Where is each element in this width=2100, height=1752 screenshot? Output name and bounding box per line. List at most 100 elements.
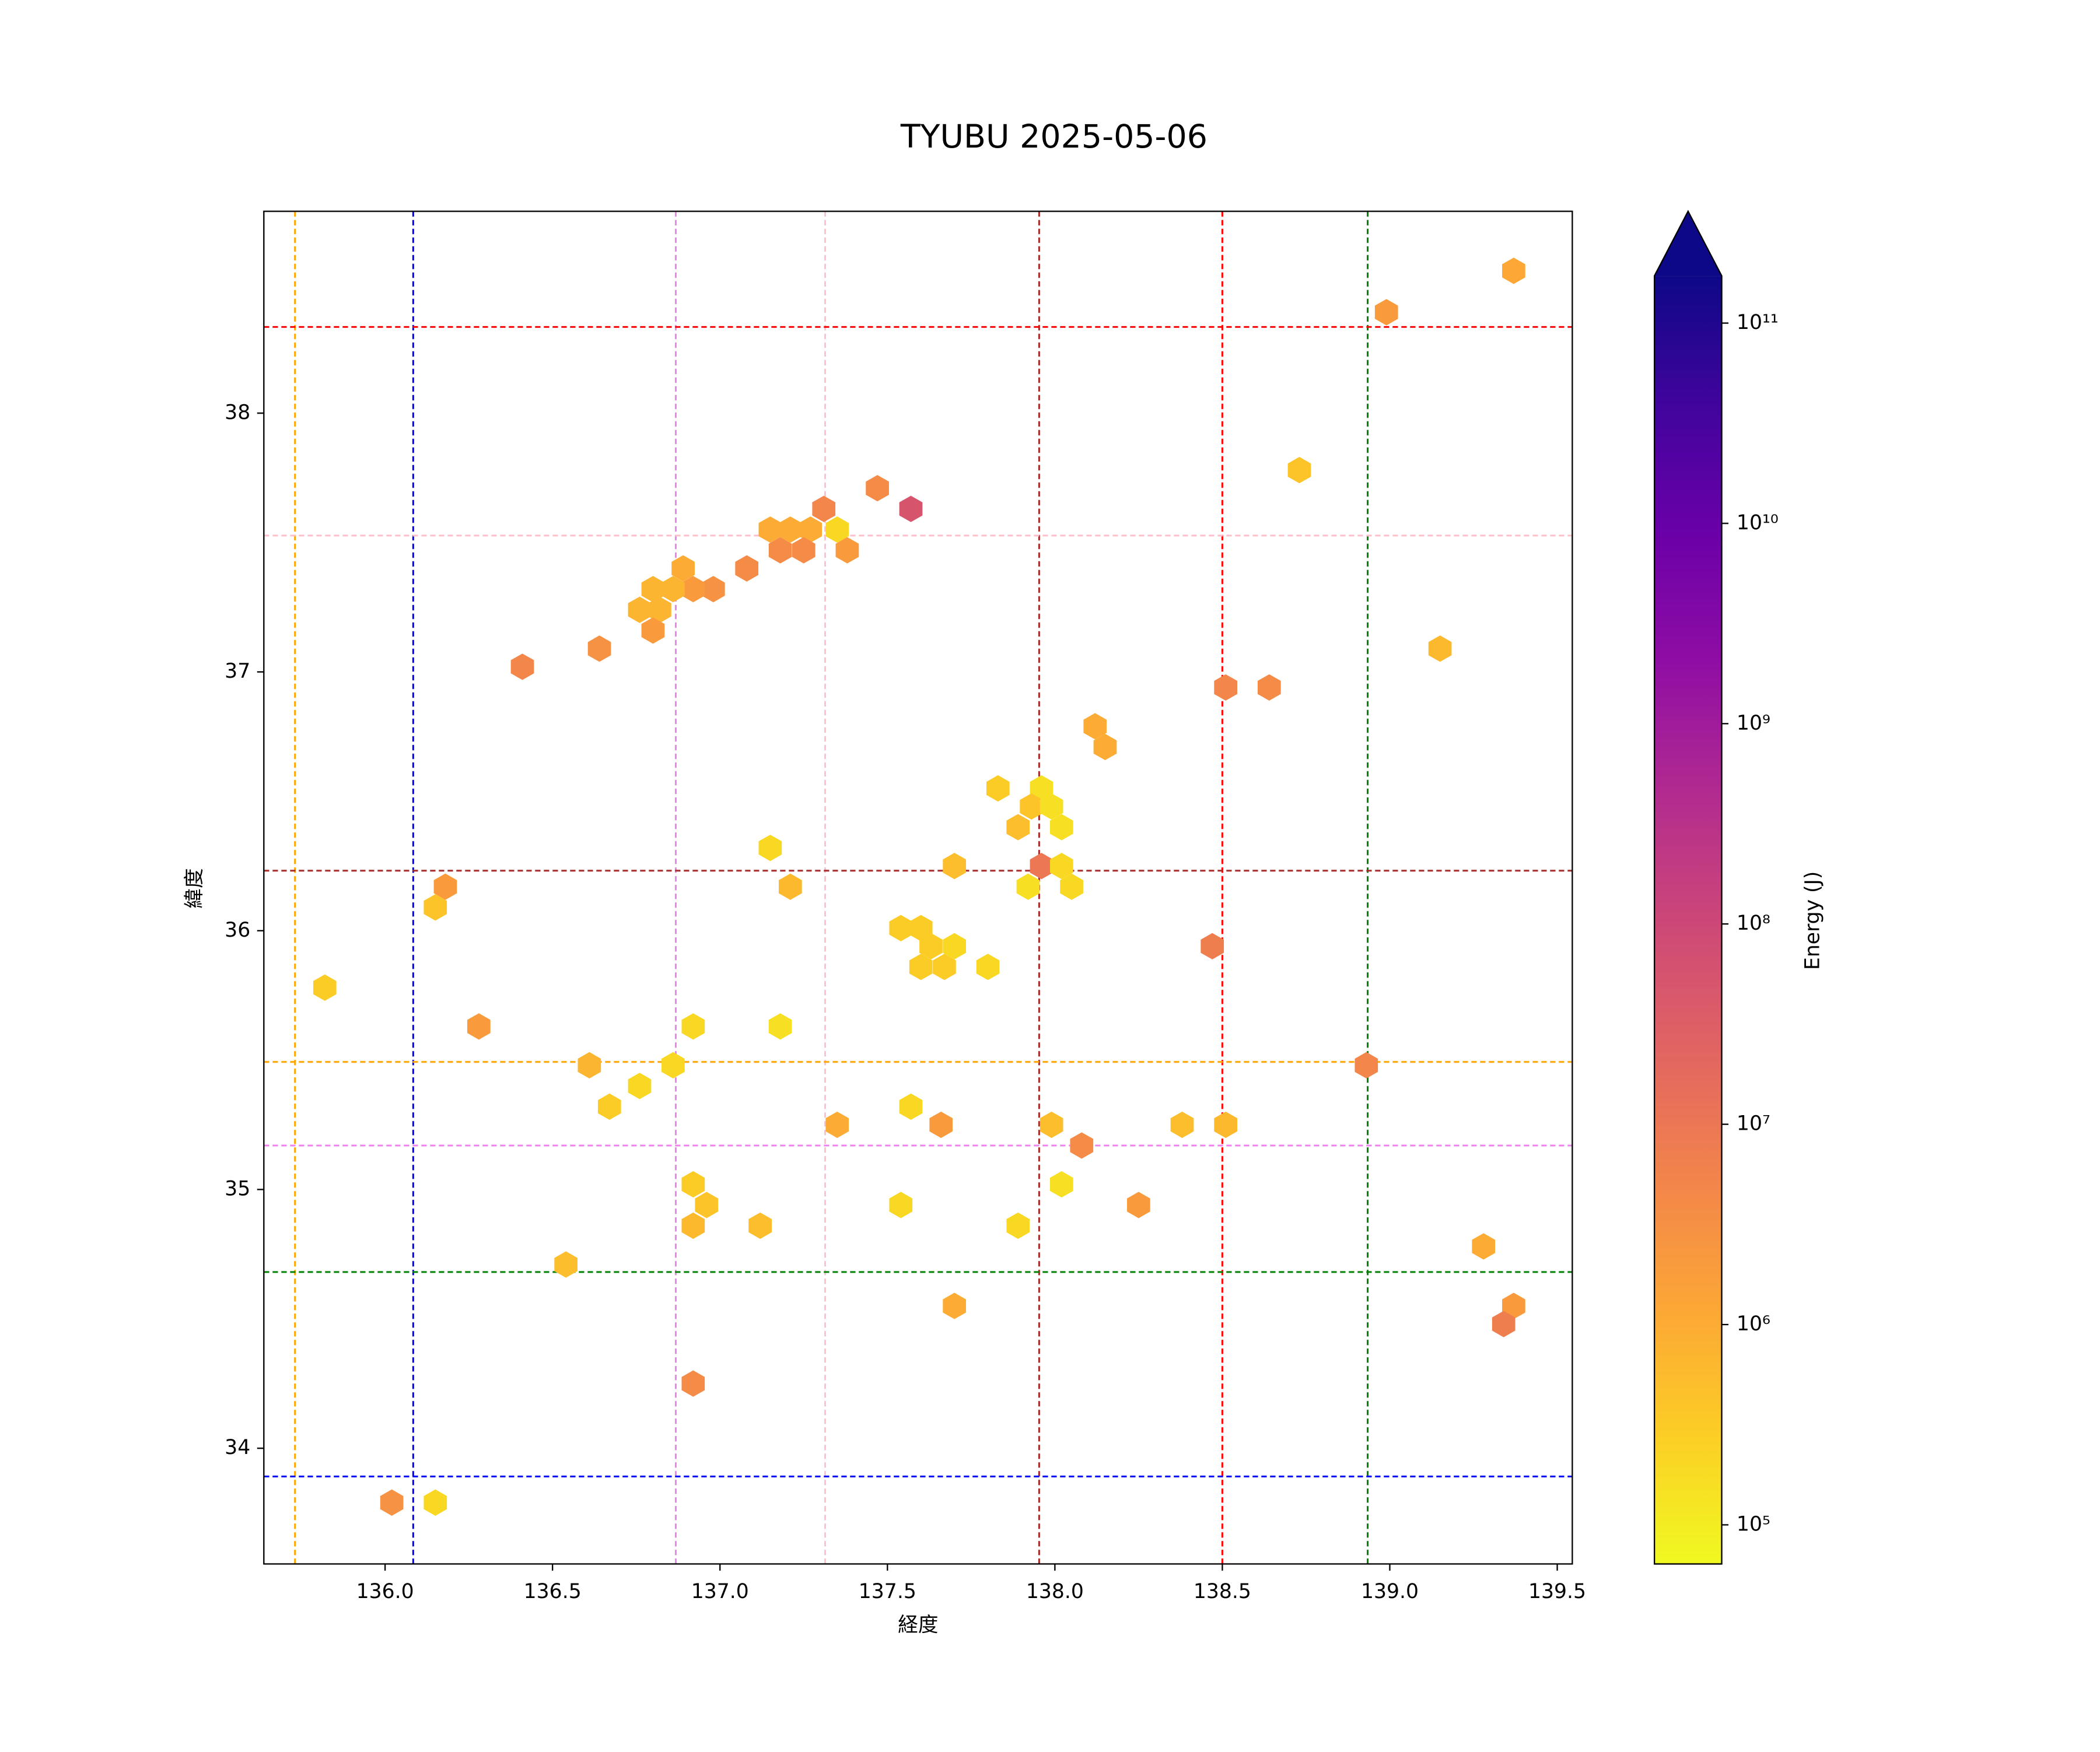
- hexbin-cell: [825, 1111, 849, 1138]
- hexbin-cell: [812, 495, 836, 523]
- colorbar: [1654, 276, 1722, 1564]
- x-tick-label: 137.0: [691, 1580, 749, 1603]
- hexbin-cell: [778, 873, 802, 900]
- hexbin-cell: [933, 954, 956, 980]
- colorbar-label: Energy (J): [1801, 871, 1824, 970]
- hexbin-cell: [554, 1251, 578, 1278]
- hexbin-cell: [748, 1213, 772, 1239]
- hexbin-cell: [641, 576, 665, 602]
- hexbin-cell: [899, 1093, 923, 1120]
- hexbin-cell: [889, 1192, 913, 1218]
- x-tick-label: 138.5: [1194, 1580, 1251, 1603]
- hexbin-cell: [1472, 1233, 1496, 1260]
- axes: 136.0 136.5 137.0 137.5 138.0 138.5 139.0 139.5…: [225, 209, 1779, 1603]
- colorbar-frame: [1653, 209, 1723, 1565]
- hexbin-cell: [701, 576, 725, 602]
- hexbin-cell: [943, 1292, 966, 1319]
- hexbin-cell: [768, 537, 792, 564]
- hexbin-cell: [1040, 793, 1063, 820]
- hexbin-cell: [835, 537, 859, 564]
- hexbin-cell: [943, 933, 966, 960]
- hexbin-cell: [976, 954, 1000, 980]
- hexbin-cell: [681, 1013, 705, 1040]
- hexbin-cell: [313, 974, 337, 1001]
- hexbin-cell: [866, 475, 889, 502]
- colorbar-extension: [1654, 211, 1722, 276]
- hexbin-cell: [929, 1111, 953, 1138]
- hexbin-cell: [1214, 1111, 1238, 1138]
- hexbin-cell: [1502, 1292, 1525, 1319]
- hexbin-cell: [433, 873, 457, 900]
- hexbin-cell: [758, 835, 782, 861]
- hexbin-cell: [799, 516, 822, 543]
- hexbin-cell: [424, 1489, 447, 1516]
- hexbin-cell: [986, 775, 1010, 802]
- x-tick-label: 136.0: [356, 1580, 414, 1603]
- colorbar-tick-label: 10⁷: [1737, 1112, 1770, 1136]
- hexbin-cell: [778, 516, 802, 543]
- hexbin-cell: [1006, 1213, 1030, 1239]
- hexbin-cell: [1214, 674, 1238, 701]
- hexbin-cell: [1428, 635, 1452, 662]
- hexbin-cell: [510, 653, 534, 680]
- hexbin-cell: [587, 635, 611, 662]
- x-axis-label: 経度: [898, 1614, 938, 1637]
- hexbin-cell: [628, 597, 652, 623]
- hexbin-cell: [768, 1013, 792, 1040]
- hexbin-cell: [1030, 853, 1054, 879]
- x-tick-label: 139.5: [1528, 1580, 1586, 1603]
- hexbin-cell: [1016, 873, 1040, 900]
- hexbin-cell: [662, 576, 685, 602]
- hexbin-cell: [1083, 713, 1107, 740]
- chart-title: TYUBU 2025-05-06: [900, 118, 1208, 156]
- hexbin-cell: [1502, 257, 1525, 284]
- x-tick-label: 138.0: [1026, 1580, 1084, 1603]
- colorbar-tick-label: 10⁵: [1737, 1513, 1770, 1536]
- hexbin-cell: [1170, 1111, 1194, 1138]
- hexbin-cell: [695, 1192, 719, 1218]
- hexbin-cell: [1020, 793, 1044, 820]
- colorbar-tick-label: 10¹¹: [1737, 311, 1779, 334]
- hexbin-cell: [1257, 674, 1281, 701]
- hexbin-cell: [1040, 1111, 1063, 1138]
- hexbin-cell: [1093, 734, 1117, 761]
- hexbin-cell: [467, 1013, 491, 1040]
- hexbin-cell: [1050, 1171, 1073, 1198]
- hexbin-cell: [1287, 457, 1311, 483]
- x-tick-label: 136.5: [524, 1580, 582, 1603]
- y-tick-label: 34: [225, 1436, 250, 1459]
- hexbin-cell: [889, 914, 913, 941]
- hexbin-cell: [1050, 853, 1073, 879]
- hexbin-cell: [597, 1093, 621, 1120]
- x-tick-label: 139.0: [1361, 1580, 1419, 1603]
- hexbin-cell: [1354, 1052, 1378, 1079]
- y-tick-label: 35: [225, 1178, 250, 1201]
- colorbar-tick-label: 10⁸: [1737, 912, 1770, 935]
- colorbar-tick-label: 10¹⁰: [1737, 511, 1779, 534]
- y-tick-label: 36: [225, 919, 250, 942]
- hexbin-cell: [662, 1052, 685, 1079]
- hexbin-cell: [641, 617, 665, 644]
- hexbin-cell: [792, 537, 816, 564]
- hexbin-cell: [909, 914, 933, 941]
- hexbin-cell: [628, 1073, 652, 1099]
- hexbin-cell: [424, 894, 447, 921]
- hexbin-cell: [1200, 933, 1224, 960]
- x-tick-label: 137.5: [859, 1580, 916, 1603]
- hexbin-cell: [919, 933, 943, 960]
- hexbin-cell: [648, 597, 671, 623]
- hexbin-cell: [825, 516, 849, 543]
- hexbin-cell: [1060, 873, 1083, 900]
- y-tick-label: 38: [225, 401, 250, 424]
- hexbin-cell: [380, 1489, 404, 1516]
- y-tick-label: 37: [225, 660, 250, 683]
- plot-frame: [263, 211, 1573, 1565]
- colorbar-tick-label: 10⁶: [1737, 1312, 1770, 1336]
- hexbin-cell: [578, 1052, 601, 1079]
- hexbin-cell: [899, 495, 923, 523]
- hexbin-cell: [1492, 1311, 1516, 1337]
- colorbar-tick-label: 10⁹: [1737, 712, 1770, 735]
- hexbin-cell: [1030, 775, 1054, 802]
- hexbin-cell: [681, 1171, 705, 1198]
